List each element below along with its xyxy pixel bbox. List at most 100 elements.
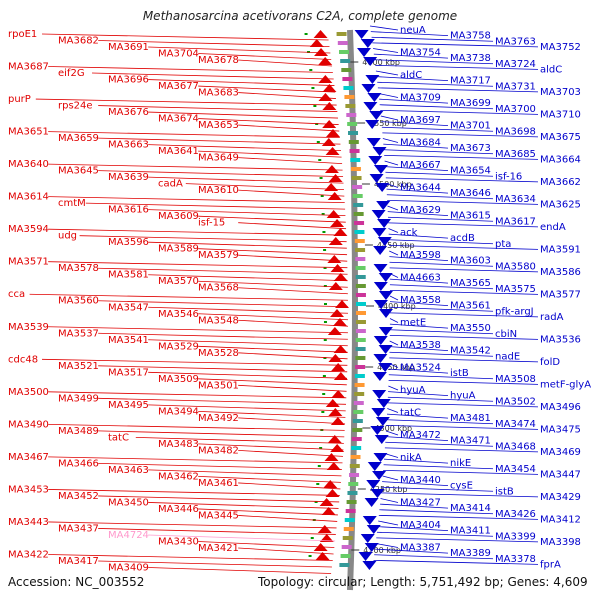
forward-gene-arrow[interactable] [375,183,390,192]
right-gene-label[interactable]: metE [400,318,426,329]
forward-gene-arrow[interactable] [361,84,376,93]
right-gene-label[interactable]: MA3675 [540,132,581,143]
left-gene-label[interactable]: MA3596 [108,237,149,248]
reverse-gene-arrow[interactable] [326,210,341,218]
forward-gene-arrow[interactable] [378,327,393,336]
right-gene-label[interactable]: MA3664 [540,154,581,165]
forward-gene-arrow[interactable] [368,156,383,165]
right-gene-label[interactable]: nikE [450,458,471,469]
right-gene-label[interactable]: MA3646 [450,188,491,199]
right-gene-label[interactable]: MA3598 [400,250,441,261]
right-gene-label[interactable]: MA3404 [400,520,441,531]
left-gene-label[interactable]: MA3674 [158,114,199,125]
feature-block[interactable] [355,320,366,324]
reverse-gene-arrow[interactable] [331,363,346,371]
reverse-gene-arrow[interactable] [325,489,340,497]
right-gene-label[interactable]: endA [540,222,566,233]
left-gene-label[interactable]: MA3537 [58,328,99,339]
forward-gene-arrow[interactable] [357,48,372,57]
right-gene-label[interactable]: MA3699 [450,98,491,109]
forward-gene-arrow[interactable] [365,120,380,129]
reverse-gene-arrow[interactable] [318,93,333,101]
reverse-gene-arrow[interactable] [325,399,340,407]
right-gene-label[interactable]: MA3634 [495,194,536,205]
left-gene-label[interactable]: MA3571 [8,257,49,268]
left-gene-label[interactable]: MA3610 [198,185,239,196]
reverse-gene-arrow[interactable] [333,345,348,353]
left-gene-label[interactable]: MA3529 [158,341,199,352]
forward-gene-arrow[interactable] [378,309,393,318]
right-gene-label[interactable]: MA3454 [495,464,536,475]
forward-gene-arrow[interactable] [362,516,377,525]
right-gene-label[interactable]: MA3496 [540,402,581,413]
feature-block[interactable] [352,428,363,432]
right-gene-label[interactable]: tatC [400,408,421,419]
right-gene-label[interactable]: MA3667 [400,160,441,171]
forward-gene-arrow[interactable] [364,543,379,552]
feature-block[interactable] [355,356,366,360]
feature-block[interactable] [345,509,356,513]
left-gene-label[interactable]: MA3509 [158,374,199,385]
feature-block[interactable] [342,536,353,540]
forward-gene-arrow[interactable] [378,291,393,300]
left-gene-label[interactable]: MA3437 [58,523,99,534]
reverse-gene-arrow[interactable] [328,237,343,245]
right-gene-label[interactable]: MA3625 [540,199,581,210]
reverse-gene-arrow[interactable] [334,300,349,308]
right-gene-label[interactable]: MA3447 [540,469,581,480]
feature-block[interactable] [341,68,352,72]
right-gene-label[interactable]: MA3724 [495,59,536,70]
forward-gene-arrow[interactable] [362,561,377,570]
feature-block[interactable] [342,77,353,81]
forward-gene-arrow[interactable] [378,363,393,372]
reverse-gene-arrow[interactable] [309,39,324,47]
right-gene-label[interactable]: MA3481 [450,413,491,424]
right-gene-label[interactable]: MA3502 [495,396,536,407]
feature-block[interactable] [352,419,363,423]
feature-block[interactable] [350,158,361,162]
feature-block[interactable] [354,383,365,387]
forward-gene-arrow[interactable] [373,453,388,462]
right-gene-label[interactable]: MA3673 [450,143,491,154]
left-gene-label[interactable]: MA3579 [198,250,239,261]
left-gene-label[interactable]: MA3517 [108,367,149,378]
feature-block[interactable] [355,338,366,342]
right-gene-label[interactable]: pfk-argJ [495,306,534,317]
left-gene-label[interactable]: MA3494 [158,406,199,417]
reverse-gene-arrow[interactable] [318,57,333,65]
left-gene-label[interactable]: MA3568 [198,283,239,294]
right-gene-label[interactable]: MA3738 [450,53,491,64]
right-gene-label[interactable]: MA3414 [450,503,491,514]
left-gene-label[interactable]: MA3704 [158,49,199,60]
reverse-gene-arrow[interactable] [328,282,343,290]
right-gene-label[interactable]: cysE [450,481,473,492]
left-gene-label[interactable]: MA3653 [198,120,239,131]
right-gene-label[interactable]: fprA [540,559,561,570]
feature-block[interactable] [350,167,361,171]
right-gene-label[interactable]: aldC [400,70,422,81]
left-gene-label[interactable]: MA3645 [58,166,99,177]
forward-gene-arrow[interactable] [354,30,369,39]
feature-block[interactable] [353,410,364,414]
right-gene-label[interactable]: MA3685 [495,149,536,160]
feature-block[interactable] [355,365,366,369]
reverse-gene-arrow[interactable] [325,147,340,155]
feature-block[interactable] [345,104,356,108]
reverse-gene-arrow[interactable] [317,525,332,533]
reverse-gene-arrow[interactable] [314,48,329,56]
left-gene-label[interactable]: MA3445 [198,510,239,521]
left-gene-label[interactable]: MA3482 [198,445,239,456]
reverse-gene-arrow[interactable] [324,165,339,173]
left-gene-label[interactable]: MA3682 [58,36,99,47]
reverse-gene-arrow[interactable] [321,138,336,146]
feature-block[interactable] [337,41,348,45]
left-gene-label[interactable]: cca [8,289,25,300]
left-gene-label[interactable]: MA3500 [8,387,49,398]
left-gene-label[interactable]: MA3687 [8,62,49,73]
left-gene-label[interactable]: MA3696 [108,75,149,86]
forward-gene-arrow[interactable] [377,237,392,246]
right-gene-label[interactable]: MA3617 [495,216,536,227]
feature-block[interactable] [355,311,366,315]
left-gene-label[interactable]: MA3546 [158,309,199,320]
right-gene-label[interactable]: MA3411 [450,526,491,537]
